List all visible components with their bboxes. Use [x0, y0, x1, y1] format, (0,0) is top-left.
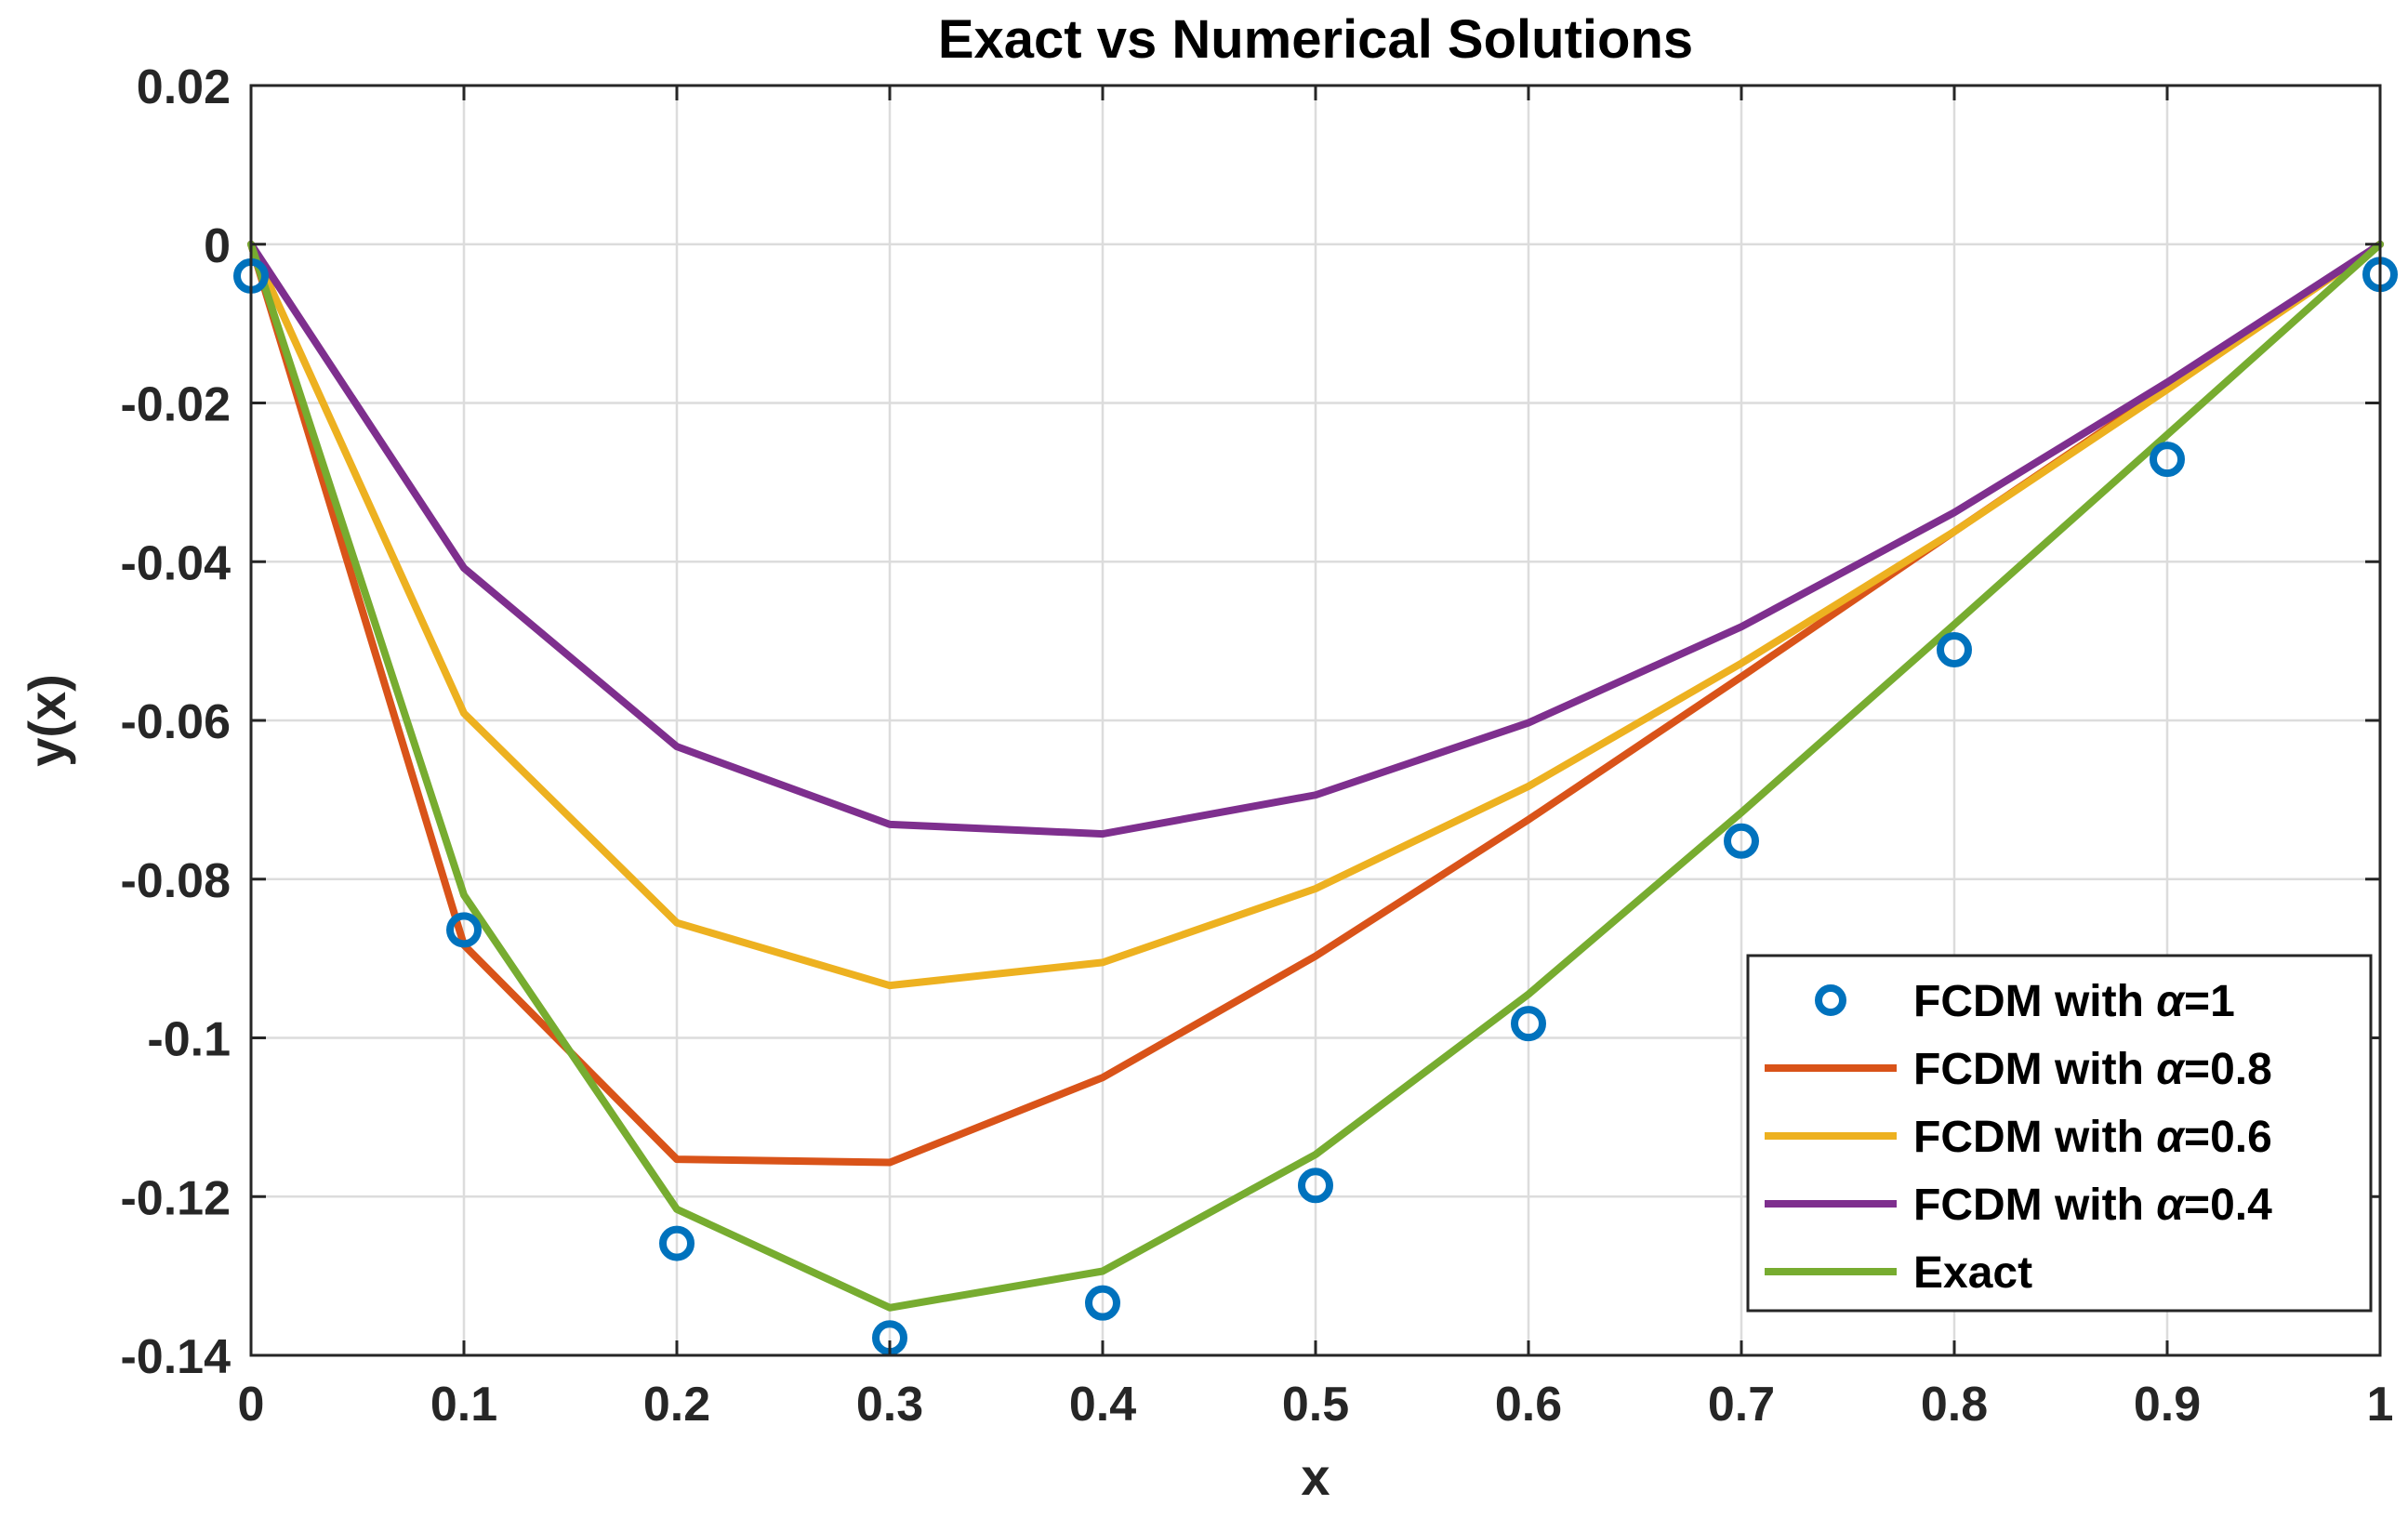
legend-alpha-symbol: α: [2156, 1181, 2186, 1230]
series-line-fcdm-with-alpha-0-4: [247, 240, 2384, 838]
legend-label: FCDM with α=0.6: [1913, 1113, 2272, 1162]
legend-label-value: =1: [2184, 977, 2235, 1026]
chart-title: Exact vs Numerical Solutions: [938, 9, 1693, 70]
y-tick-label: -0.1: [147, 1013, 231, 1067]
series-line-fcdm-with-alpha-0-6: [247, 240, 2384, 990]
data-point-fcdm-with-alpha-1: [1937, 632, 1972, 668]
data-point-fcdm-with-alpha-1: [1085, 1285, 1120, 1321]
y-tick-label: -0.02: [120, 378, 231, 432]
axis-ticks: [249, 84, 2382, 1357]
x-tick-label: 0.1: [430, 1378, 497, 1432]
legend-alpha-symbol: α: [2156, 977, 2186, 1026]
data-point-fcdm-with-alpha-1: [1724, 823, 1759, 859]
series-line-exact: [247, 240, 2384, 1312]
legend-alpha-symbol: α: [2156, 1045, 2186, 1094]
x-tick-label: 0.8: [1921, 1378, 1988, 1432]
data-point-fcdm-with-alpha-1: [1298, 1168, 1333, 1204]
data-point-fcdm-with-alpha-1: [1511, 1006, 1546, 1042]
x-tick-label: 0.9: [2134, 1378, 2201, 1432]
y-tick-label: 0: [204, 219, 231, 273]
x-tick-label: 0.6: [1495, 1378, 1562, 1432]
y-tick-label: -0.04: [120, 536, 231, 590]
x-tick-label: 0.5: [1282, 1378, 1349, 1432]
data-point-fcdm-with-alpha-1: [446, 912, 482, 948]
legend-label-text: FCDM with: [1913, 1045, 2156, 1094]
data-point-fcdm-with-alpha-1: [2150, 442, 2185, 478]
legend-marker-swatch: [1815, 984, 1846, 1016]
x-tick-label: 0: [238, 1378, 265, 1432]
y-tick-label: -0.08: [120, 854, 231, 908]
y-tick-label: -0.14: [120, 1330, 231, 1384]
y-tick-label: 0.02: [137, 60, 231, 114]
legend-label-text: Exact: [1913, 1248, 2032, 1298]
series-layer: [233, 240, 2398, 1356]
legend-label-value: =0.6: [2184, 1113, 2272, 1162]
x-tick-label: 0.4: [1069, 1378, 1136, 1432]
legend-label-value: =0.8: [2184, 1045, 2272, 1094]
y-tick-labels: 0.02 0 -0.02 -0.04 -0.06 -0.08 -0.1 -0.12 -0.14: [120, 60, 231, 1384]
y-axis-label: y(x): [18, 674, 76, 767]
x-tick-label: 1: [2367, 1378, 2394, 1432]
legend-label-value: =0.4: [2184, 1181, 2272, 1230]
legend-label: FCDM with α=0.4: [1913, 1181, 2272, 1230]
legend-alpha-symbol: α: [2156, 1113, 2186, 1162]
legend-label-text: FCDM with: [1913, 1181, 2156, 1230]
x-tick-label: 0.7: [1708, 1378, 1775, 1432]
legend-label: FCDM with α=1: [1913, 977, 2235, 1026]
y-tick-label: -0.12: [120, 1171, 231, 1225]
legend-label: FCDM with α=0.8: [1913, 1045, 2272, 1094]
legend-label: Exact: [1913, 1248, 2032, 1298]
data-point-fcdm-with-alpha-1: [659, 1225, 695, 1261]
y-tick-label: -0.06: [120, 695, 231, 749]
x-axis-label: x: [1301, 1447, 1330, 1506]
legend-label-text: FCDM with: [1913, 1113, 2156, 1162]
legend-label-text: FCDM with: [1913, 977, 2156, 1026]
x-tick-label: 0.2: [643, 1378, 710, 1432]
x-tick-label: 0.3: [856, 1378, 923, 1432]
x-tick-labels: 0 0.1 0.2 0.3 0.4 0.5 0.6 0.7 0.8 0.9 1: [238, 1378, 2394, 1432]
